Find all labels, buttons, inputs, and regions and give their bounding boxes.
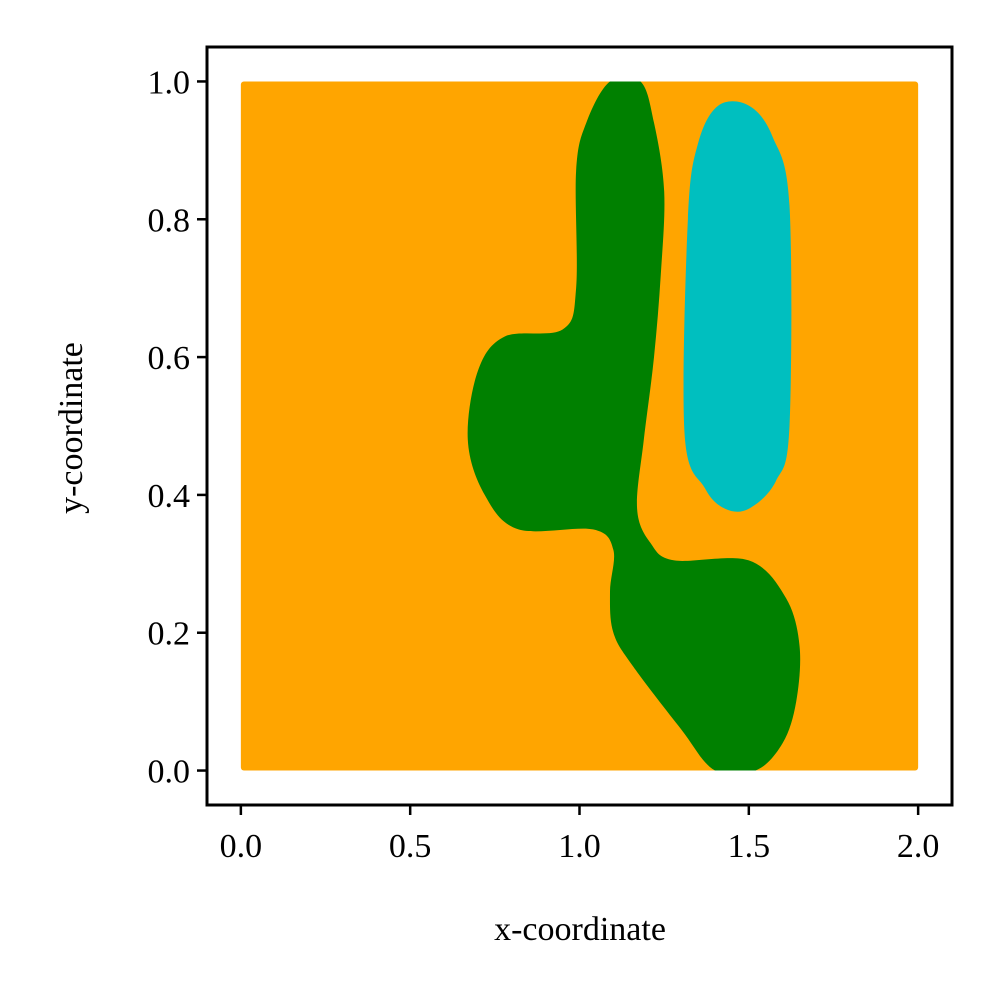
y-tick-label: 0.4 [148,478,191,515]
x-tick-label: 0.5 [389,828,432,865]
ticks-layer: 0.0 0.5 1.0 1.5 2.0 0.0 0.2 0.4 0.6 0.8 1.0 [148,64,940,865]
y-axis-label: y-coordinate [53,342,90,514]
x-axis-label: x-coordinate [494,911,666,948]
x-tick-label: 2.0 [897,828,940,865]
y-tick-label: 0.2 [148,616,191,653]
x-tick-label: 1.0 [558,828,601,865]
plot-layer [240,81,919,771]
x-tick-label: 1.5 [728,828,771,865]
y-tick-label: 0.8 [148,202,191,239]
region-2 [683,101,792,512]
y-tick-label: 0.0 [148,754,191,791]
y-tick-label: 1.0 [148,64,191,101]
region-1 [467,81,801,771]
x-tick-label: 0.0 [220,828,263,865]
y-tick-label: 0.6 [148,340,191,377]
